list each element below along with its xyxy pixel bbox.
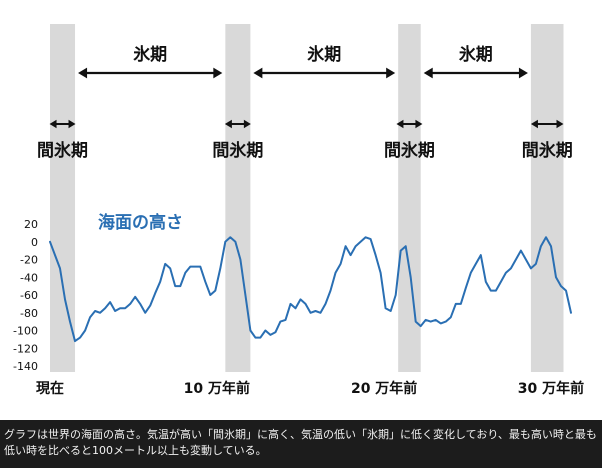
interglacial-arrow-2-head-right bbox=[243, 119, 251, 129]
interglacial-markers: 間氷期 間氷期 間氷期 間氷期 bbox=[37, 119, 573, 161]
interglacial-label-3: 間氷期 bbox=[384, 140, 435, 161]
y-tick-label: -100 bbox=[13, 325, 38, 338]
y-tick-label: -120 bbox=[13, 342, 38, 355]
y-tick-label: 20 bbox=[24, 218, 38, 231]
x-axis: 現在 10 万年前 20 万年前 30 万年前 bbox=[36, 380, 584, 397]
interglacial-bands bbox=[50, 24, 564, 372]
interglacial-label-2: 間氷期 bbox=[212, 140, 263, 161]
interglacial-arrow-4-head-left bbox=[530, 119, 538, 129]
glacial-arrow-1-head-left bbox=[78, 67, 88, 79]
y-tick-label: -40 bbox=[20, 271, 38, 284]
interglacial-arrow-2-head-left bbox=[224, 119, 232, 129]
x-tick-label: 20 万年前 bbox=[351, 380, 417, 397]
interglacial-arrow-4-head-right bbox=[556, 119, 564, 129]
series-line-1 bbox=[49, 236, 572, 343]
y-axis: 20 0 -20 -40 -60 -80 -100 -120 -140 bbox=[13, 218, 38, 373]
glacial-arrow-2-head-left bbox=[253, 67, 263, 79]
glacial-label-1: 氷期 bbox=[133, 44, 167, 65]
y-tick-label: -140 bbox=[13, 360, 38, 373]
y-tick-label: -80 bbox=[20, 307, 38, 320]
interglacial-arrow-2 bbox=[224, 119, 251, 129]
caption: グラフは世界の海面の高さ。気温が高い「間氷期」に高く、気温の低い「氷期」に低く変… bbox=[0, 420, 602, 468]
glacial-arrow-3-head-right bbox=[518, 67, 528, 79]
interglacial-arrow-3 bbox=[396, 119, 423, 129]
interglacial-arrow-1-head-right bbox=[68, 119, 76, 129]
interglacial-band-3 bbox=[398, 24, 421, 372]
glacial-arrow-2-head-right bbox=[386, 67, 396, 79]
interglacial-arrow-4 bbox=[530, 119, 564, 129]
sea-level-chart: 氷期 氷期 氷期 間氷期 間氷期 間氷期 間氷期 20 0 -20 -40 -60 -80 -100 -… bbox=[13, 24, 584, 397]
x-tick-label: 10 万年前 bbox=[184, 380, 250, 397]
glacial-arrow-2 bbox=[253, 67, 396, 79]
glacial-arrow-3 bbox=[423, 67, 528, 79]
series-layer bbox=[49, 236, 572, 343]
glacial-arrow-3-head-left bbox=[423, 67, 433, 79]
interglacial-arrow-1 bbox=[49, 119, 76, 129]
x-tick-label: 30 万年前 bbox=[518, 380, 584, 397]
glacial-arrow-1-head-right bbox=[213, 67, 223, 79]
glacial-label-2: 氷期 bbox=[307, 44, 341, 65]
interglacial-band-4 bbox=[530, 24, 564, 372]
glacial-label-3: 氷期 bbox=[459, 44, 493, 65]
y-tick-label: -20 bbox=[20, 254, 38, 267]
interglacial-label-1: 間氷期 bbox=[37, 140, 88, 161]
interglacial-arrow-3-head-right bbox=[415, 119, 423, 129]
y-tick-label: 0 bbox=[31, 236, 38, 249]
glacial-arrow-1 bbox=[78, 67, 223, 79]
chart-panel: 氷期 氷期 氷期 間氷期 間氷期 間氷期 間氷期 20 0 -20 -40 -60 -80 -100 -… bbox=[0, 0, 602, 420]
interglacial-arrow-3-head-left bbox=[396, 119, 404, 129]
glacial-span-arrows: 氷期 氷期 氷期 bbox=[78, 44, 528, 79]
interglacial-label-4: 間氷期 bbox=[522, 140, 573, 161]
series-label: 海面の高さ bbox=[98, 212, 183, 233]
x-tick-label: 現在 bbox=[36, 380, 64, 397]
interglacial-band-1 bbox=[50, 24, 76, 372]
interglacial-arrow-1-head-left bbox=[49, 119, 57, 129]
interglacial-band-2 bbox=[225, 24, 251, 372]
y-tick-label: -60 bbox=[20, 289, 38, 302]
